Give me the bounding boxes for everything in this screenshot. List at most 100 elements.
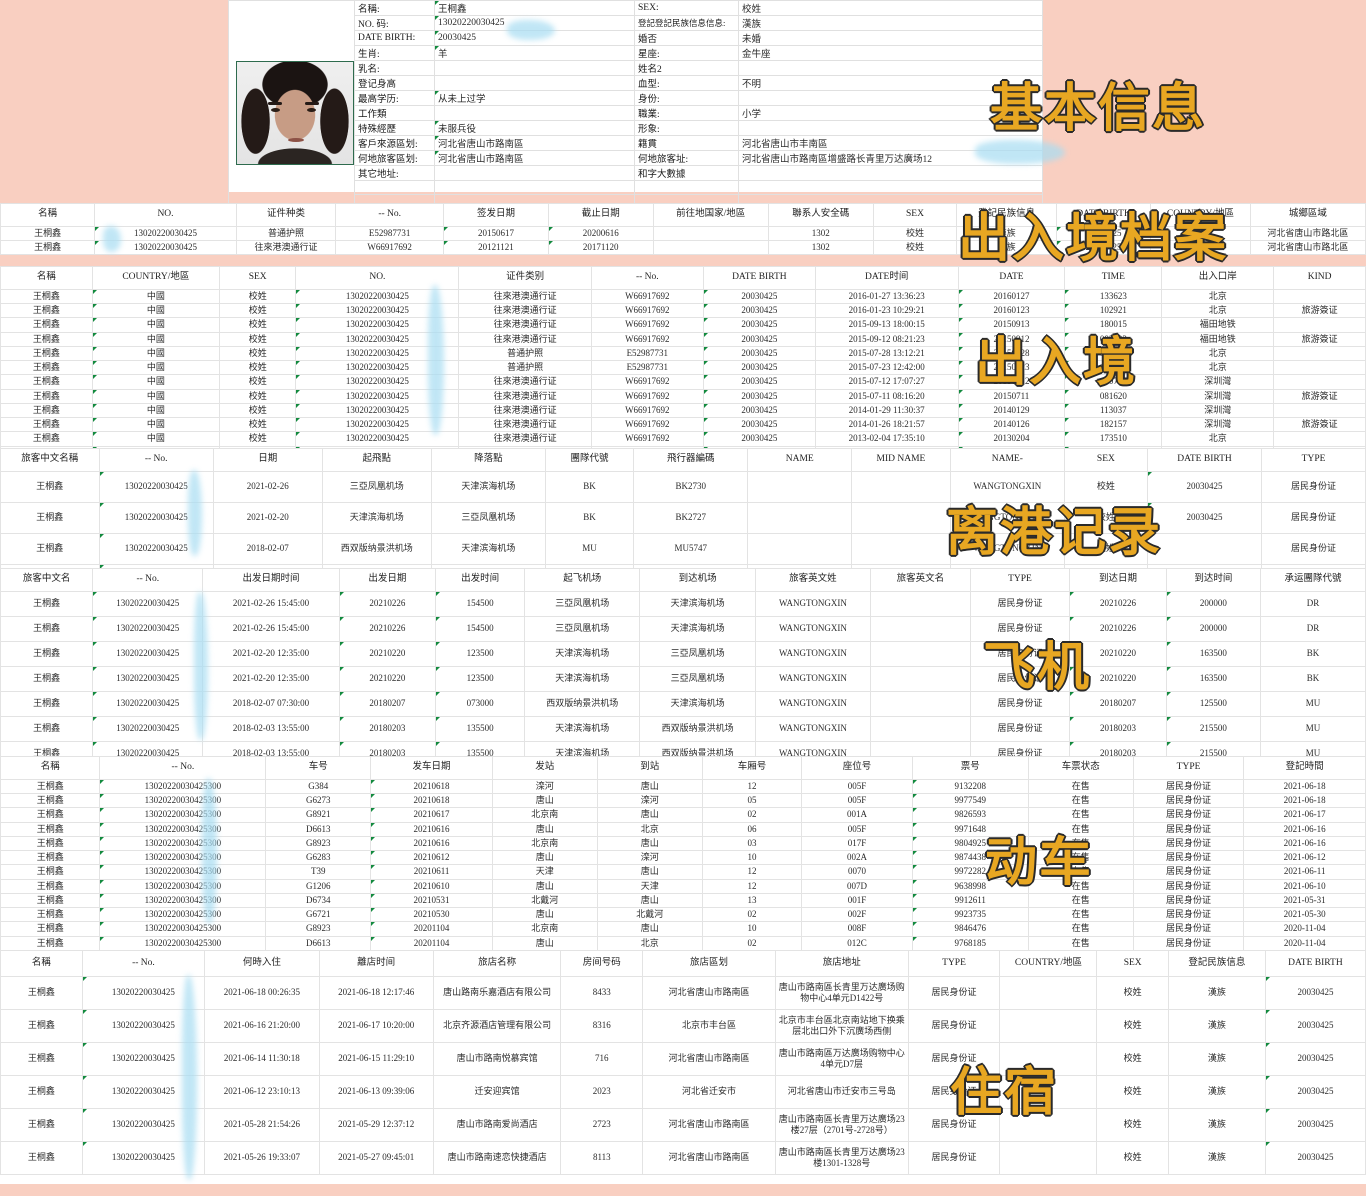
table-cell[interactable]: 20150712 — [957, 374, 1066, 390]
table-cell[interactable]: 20140129 — [957, 402, 1066, 419]
table-cell[interactable]: 2021-02-20 — [212, 501, 323, 534]
table-cell[interactable]: 唐山市路南區长青里万达廣场23楼1301-1328号 — [774, 1141, 909, 1175]
table-cell[interactable] — [1146, 532, 1263, 565]
table-cell[interactable]: 往來港澳通行证 — [458, 317, 592, 333]
column-header[interactable]: COUNTRY/地區 — [999, 950, 1098, 977]
table-cell[interactable]: 20030425 — [1264, 1042, 1366, 1076]
column-header[interactable]: 到达日期 — [1069, 568, 1167, 592]
table-cell[interactable]: W66917692 — [590, 331, 704, 347]
table-cell[interactable]: 12 — [701, 778, 803, 795]
table-cell[interactable]: 王桐鑫 — [0, 431, 93, 447]
table-cell[interactable]: BK2727 — [633, 501, 749, 534]
table-cell[interactable]: 20030425 — [702, 402, 816, 419]
table-cell[interactable]: 13020220030425300 — [99, 807, 267, 823]
table-cell[interactable]: 13020220030425 — [98, 501, 214, 534]
column-header[interactable]: DATE BIRTH — [1146, 448, 1263, 472]
table-cell[interactable]: 校姓 — [218, 288, 297, 305]
table-cell[interactable]: 20030425 — [1055, 240, 1152, 256]
table-cell[interactable]: 河北省唐山市迁安市三号岛 — [774, 1075, 909, 1109]
table-cell[interactable]: 002A — [801, 850, 913, 866]
table-cell[interactable]: 唐山 — [491, 793, 598, 809]
table-cell[interactable]: 王桐鑫 — [0, 501, 100, 534]
table-cell[interactable]: 2015-07-28 13:12:21 — [814, 345, 959, 362]
column-header[interactable]: 发站 — [491, 756, 598, 780]
column-header[interactable]: 登記民族信息 — [1167, 950, 1266, 977]
table-cell[interactable]: 王桐鑫 — [0, 1108, 83, 1142]
table-cell[interactable]: 唐山 — [491, 907, 598, 923]
table-cell[interactable]: 漢族 — [956, 240, 1057, 256]
table-row[interactable]: 王桐鑫 13020220030425300 D6613 20210616 唐山 北京 06 0… — [0, 821, 1366, 837]
table-cell[interactable]: E52987731 — [335, 225, 445, 242]
table-cell[interactable]: 005F — [801, 821, 913, 837]
table-cell[interactable]: 13020220030425 — [94, 240, 237, 256]
table-cell[interactable]: 20121121 — [443, 240, 549, 256]
table-cell[interactable]: 王桐鑫 — [0, 402, 93, 419]
table-cell[interactable]: 163500 — [1165, 640, 1262, 667]
column-header[interactable]: -- No. — [98, 448, 214, 472]
table-cell[interactable]: W66917692 — [590, 431, 704, 447]
table-cell[interactable]: 20030425 — [1146, 501, 1263, 534]
table-cell[interactable]: 河北省唐山市路南區 — [642, 1108, 776, 1142]
column-header[interactable]: DATE BIRTH — [1055, 203, 1152, 227]
table-cell[interactable] — [1273, 288, 1366, 305]
column-header[interactable]: 到站 — [596, 756, 703, 780]
table-cell[interactable]: 081620 — [1064, 388, 1163, 404]
table-cell[interactable] — [870, 665, 971, 692]
table-cell[interactable]: 旅游簽证 — [1273, 388, 1366, 404]
table-cell[interactable]: BK — [1260, 665, 1366, 692]
table-cell[interactable]: 20030425 — [1264, 1009, 1366, 1043]
table-cell[interactable]: DR — [1260, 590, 1366, 617]
table-cell[interactable]: 2021-06-16 21:20:00 — [204, 1009, 320, 1043]
table-row[interactable]: 王桐鑫 13020220030425 2021-02-26 三亞凤凰机场 天津滨海机场 B… — [0, 470, 1366, 503]
table-cell[interactable]: 校姓 — [218, 417, 297, 433]
column-header[interactable]: 名稱 — [0, 950, 83, 977]
table-cell[interactable]: 2016-01-27 13:36:23 — [814, 288, 959, 305]
table-cell[interactable]: E52987731 — [590, 360, 704, 376]
table-cell[interactable]: 2021-06-18 — [1243, 778, 1366, 795]
table-cell[interactable]: 唐山 — [491, 878, 598, 894]
table-cell[interactable]: W66917692 — [590, 388, 704, 404]
table-cell[interactable]: 王桐鑫 — [0, 935, 101, 951]
table-cell[interactable]: 20030425 — [702, 317, 816, 333]
table-cell[interactable] — [747, 470, 853, 503]
table-cell[interactable]: 王桐鑫 — [0, 821, 101, 837]
table-cell[interactable]: 天津 — [596, 878, 703, 894]
table-cell[interactable] — [747, 501, 853, 534]
table-cell[interactable]: W66917692 — [590, 303, 704, 319]
table-cell[interactable]: 2015-09-12 08:21:23 — [814, 331, 959, 347]
table-cell[interactable]: 2021-05-30 — [1243, 907, 1366, 923]
table-row[interactable]: 王桐鑫 13020220030425300 G6283 20210612 唐山 滦河 10 0… — [0, 850, 1366, 866]
table-cell[interactable]: G6283 — [265, 850, 372, 866]
table-cell[interactable]: 9971648 — [911, 821, 1029, 837]
column-header[interactable]: 旅店名称 — [432, 950, 562, 977]
column-header[interactable]: 登記時間 — [1243, 756, 1366, 780]
table-cell[interactable]: 20030425 — [702, 345, 816, 362]
table-cell[interactable]: 716 — [560, 1042, 644, 1076]
column-header[interactable]: -- No. — [99, 756, 267, 780]
table-cell[interactable]: 20180203 — [1069, 715, 1167, 742]
column-header[interactable]: NO. — [295, 266, 460, 290]
column-header[interactable]: 名稱 — [0, 203, 96, 227]
table-cell[interactable]: 深圳灣 — [1161, 417, 1275, 433]
table-cell[interactable]: 王桐鑫 — [0, 331, 93, 347]
table-cell[interactable]: 135500 — [435, 715, 526, 742]
table-cell[interactable]: 王桐鑫 — [0, 615, 94, 642]
table-cell[interactable]: 20210220 — [338, 640, 437, 667]
table-cell[interactable]: 旅游簽证 — [1273, 303, 1366, 319]
table-cell[interactable]: 2016-01-23 10:29:21 — [814, 303, 959, 319]
table-cell[interactable]: 133623 — [1064, 288, 1163, 305]
table-cell[interactable]: 唐山 — [491, 821, 598, 837]
table-cell[interactable]: 12 — [701, 864, 803, 880]
table-row[interactable]: 王桐鑫 13020220030425 2021-05-28 21:54:26 2021… — [0, 1108, 1366, 1142]
column-header[interactable]: 车厢号 — [701, 756, 803, 780]
column-header[interactable]: DATE BIRTH — [1264, 950, 1366, 977]
table-cell[interactable]: 天津滨海机场 — [321, 501, 432, 534]
table-cell[interactable]: 20130204 — [957, 431, 1066, 447]
table-cell[interactable]: 居民身份证 — [1132, 807, 1245, 823]
table-cell[interactable]: 9977549 — [911, 793, 1029, 809]
table-cell[interactable]: 居民身份证 — [1261, 501, 1366, 534]
table-cell[interactable]: W66917692 — [590, 417, 704, 433]
